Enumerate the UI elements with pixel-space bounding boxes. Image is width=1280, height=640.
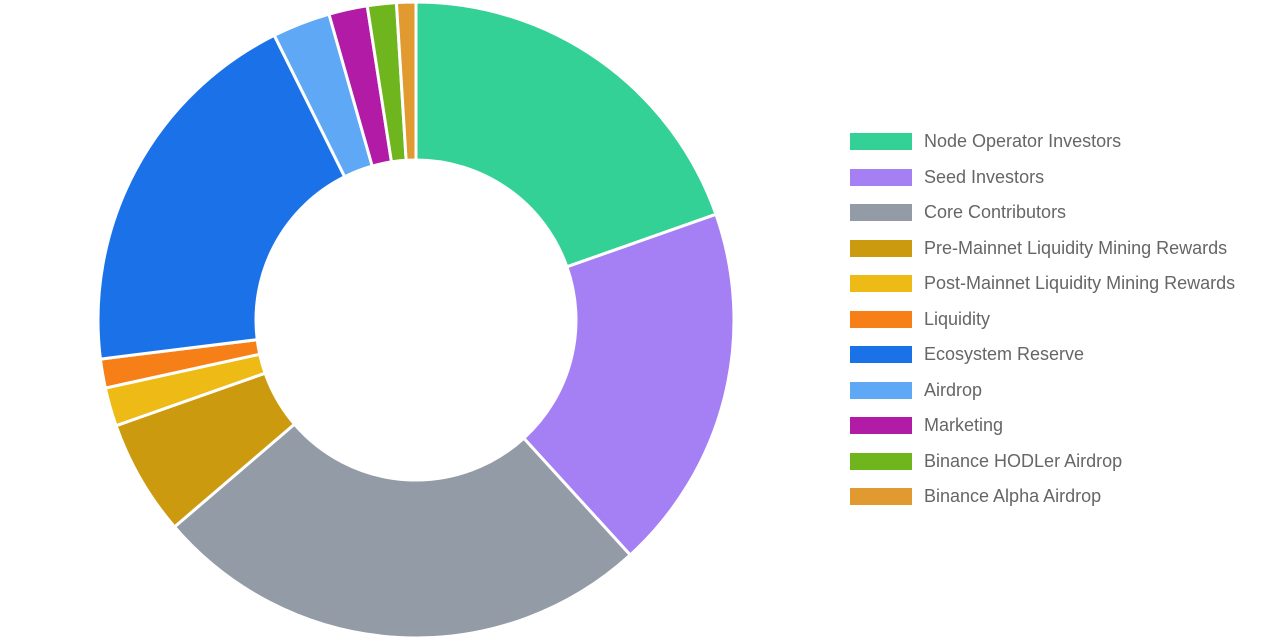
legend-swatch bbox=[850, 239, 912, 257]
legend-label: Post-Mainnet Liquidity Mining Rewards bbox=[924, 273, 1236, 294]
legend-label: Seed Investors bbox=[924, 166, 1045, 187]
legend-item-pre-mainnet-liquidity-mining-rewards[interactable]: Pre-Mainnet Liquidity Mining Rewards bbox=[850, 231, 1275, 267]
legend-label: Node Operator Investors bbox=[924, 131, 1122, 152]
legend-swatch bbox=[850, 275, 912, 293]
donut-plot bbox=[96, 0, 736, 640]
chart-legend: Node Operator Investors Seed Investors Cor… bbox=[850, 124, 1275, 515]
legend-label: Marketing bbox=[924, 415, 1004, 436]
slice-node-operator-investors[interactable] bbox=[414, 0, 718, 269]
legend-swatch bbox=[850, 488, 912, 506]
legend-label: Core Contributors bbox=[924, 202, 1067, 223]
legend-swatch bbox=[850, 204, 912, 222]
legend-item-liquidity[interactable]: Liquidity bbox=[850, 302, 1275, 338]
legend-item-core-contributors[interactable]: Core Contributors bbox=[850, 195, 1275, 231]
slice-binance-alpha-airdrop[interactable] bbox=[394, 0, 418, 162]
legend-item-marketing[interactable]: Marketing bbox=[850, 408, 1275, 444]
legend-label: Pre-Mainnet Liquidity Mining Rewards bbox=[924, 237, 1228, 258]
legend-label: Binance HODLer Airdrop bbox=[924, 450, 1123, 471]
legend-swatch bbox=[850, 417, 912, 435]
legend-swatch bbox=[850, 452, 912, 470]
legend-item-seed-investors[interactable]: Seed Investors bbox=[850, 160, 1275, 196]
legend-swatch bbox=[850, 381, 912, 399]
legend-swatch bbox=[850, 168, 912, 186]
slice-seed-investors[interactable] bbox=[522, 212, 736, 557]
legend-item-node-operator-investors[interactable]: Node Operator Investors bbox=[850, 124, 1275, 160]
legend-swatch bbox=[850, 133, 912, 151]
legend-item-ecosystem-reserve[interactable]: Ecosystem Reserve bbox=[850, 337, 1275, 373]
legend-label: Liquidity bbox=[924, 308, 991, 329]
slice-core-contributors[interactable] bbox=[173, 422, 632, 640]
legend-item-binance-hodler-airdrop[interactable]: Binance HODLer Airdrop bbox=[850, 444, 1275, 480]
slice-ecosystem-reserve[interactable] bbox=[96, 33, 347, 361]
legend-swatch bbox=[850, 310, 912, 328]
legend-label: Binance Alpha Airdrop bbox=[924, 486, 1102, 507]
legend-swatch bbox=[850, 346, 912, 364]
legend-item-post-mainnet-liquidity-mining-rewards[interactable]: Post-Mainnet Liquidity Mining Rewards bbox=[850, 266, 1275, 302]
legend-label: Ecosystem Reserve bbox=[924, 344, 1085, 365]
legend-label: Airdrop bbox=[924, 379, 983, 400]
legend-item-airdrop[interactable]: Airdrop bbox=[850, 373, 1275, 409]
legend-item-binance-alpha-airdrop[interactable]: Binance Alpha Airdrop bbox=[850, 479, 1275, 515]
